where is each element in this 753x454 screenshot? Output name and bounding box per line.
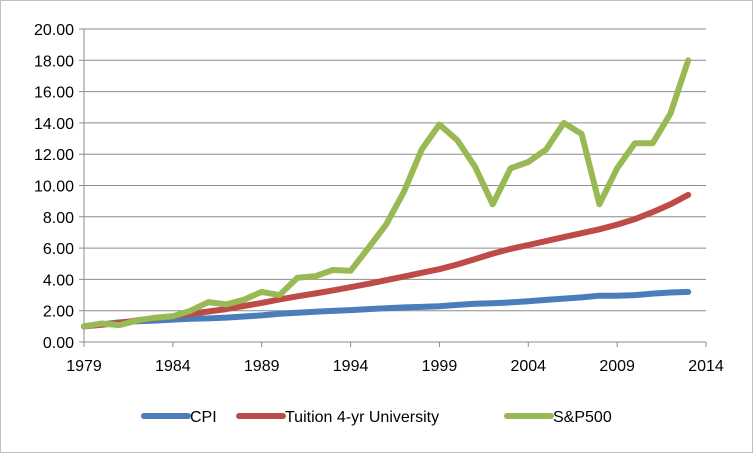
y-tick-label-4: 8.00 bbox=[43, 210, 74, 227]
y-tick-label-3: 6.00 bbox=[43, 241, 74, 258]
x-tick-label-3: 1994 bbox=[333, 358, 369, 375]
y-tick-label-7: 14.00 bbox=[34, 116, 74, 133]
x-tick-label-6: 2009 bbox=[599, 358, 635, 375]
tick-labels: 0.00 2.00 4.00 6.00 8.00 10.00 12.00 14.00 16.00… bbox=[34, 22, 724, 375]
x-tick-label-2: 1989 bbox=[244, 358, 280, 375]
x-tick-label-0: 1979 bbox=[66, 358, 102, 375]
series-line-0 bbox=[81, 288, 692, 330]
x-tick-label-1: 1984 bbox=[155, 358, 191, 375]
y-tick-label-10: 20.00 bbox=[34, 22, 74, 39]
y-tick-label-6: 12.00 bbox=[34, 147, 74, 164]
y-tick-label-8: 16.00 bbox=[34, 85, 74, 102]
legend: CPI Tuition 4-yr University S&P500 bbox=[141, 409, 612, 426]
legend-label-2: S&P500 bbox=[553, 409, 612, 426]
legend-label-0: CPI bbox=[190, 409, 217, 426]
y-tick-label-1: 2.00 bbox=[43, 304, 74, 321]
series-line-2 bbox=[81, 57, 692, 330]
y-tick-label-5: 10.00 bbox=[34, 179, 74, 196]
gridlines bbox=[84, 28, 706, 312]
x-tick-label-7: 2014 bbox=[688, 358, 724, 375]
x-tick-label-4: 1999 bbox=[422, 358, 458, 375]
legend-label-1: Tuition 4-yr University bbox=[285, 409, 439, 426]
y-tick-label-2: 4.00 bbox=[43, 272, 74, 289]
y-tick-label-0: 0.00 bbox=[43, 335, 74, 352]
axes bbox=[79, 28, 707, 347]
x-tick-label-5: 2004 bbox=[510, 358, 546, 375]
series-lines bbox=[81, 57, 692, 330]
y-tick-label-9: 18.00 bbox=[34, 53, 74, 70]
